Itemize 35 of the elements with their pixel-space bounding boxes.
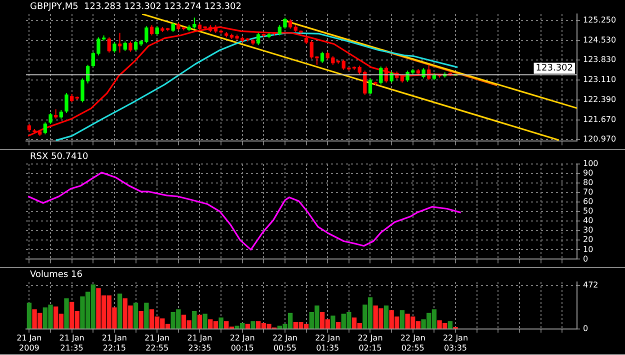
y-tick-label: 80 [583, 178, 594, 188]
x-tick-label: 22 Jan 00:15 [230, 334, 255, 352]
y-tick-label: 90 [583, 168, 594, 178]
y-tick-label: 70 [583, 188, 594, 197]
x-tick-label: 21 Jan 22:15 [102, 334, 127, 352]
ref-line-label: 123.302 [536, 64, 573, 74]
x-tick-label: 21 Jan 2009 [16, 334, 42, 352]
y-tick-label: 50 [583, 206, 594, 216]
x-tick-label: 22 Jan 01:35 [315, 334, 340, 352]
y-tick-label: 30 [583, 226, 594, 235]
y-tick-label: 100 [583, 159, 598, 168]
x-tick-label: 21 Jan 22:55 [144, 334, 170, 352]
y-tick-label: 40 [583, 216, 594, 226]
x-tick-label: 21 Jan 21:35 [59, 334, 84, 352]
y-tick-label: 125.250 [583, 16, 616, 25]
chart-title: GBPJPY,M5 123.283 123.302 123.274 123.302 [30, 2, 242, 12]
y-tick-label: 60 [583, 197, 594, 206]
y-tick-label: 121.670 [583, 115, 616, 124]
x-tick-label: 21 Jan 23:35 [187, 334, 212, 352]
x-tick-label: 22 Jan 03:35 [442, 334, 468, 352]
chart-title: Volumes 16 [30, 270, 83, 280]
x-tick-label: 22 Jan 02:15 [358, 334, 383, 352]
y-tick-label: 122.390 [583, 95, 616, 104]
y-tick-label: 472 [583, 280, 598, 290]
y-tick-label: 123.830 [583, 55, 616, 64]
y-tick-label: 123.110 [583, 75, 616, 84]
y-tick-label: 20 [583, 235, 594, 244]
y-tick-label: 10 [583, 244, 594, 254]
chart-title: RSX 50.7410 [30, 152, 88, 162]
x-tick-label: 22 Jan 00:55 [272, 334, 298, 352]
y-tick-label: 120.970 [583, 134, 616, 144]
y-tick-label: 124.530 [583, 36, 616, 45]
y-tick-label: 0 [583, 254, 588, 264]
y-tick-label: 0 [583, 324, 588, 333]
x-tick-label: 22 Jan 02:55 [400, 334, 426, 352]
